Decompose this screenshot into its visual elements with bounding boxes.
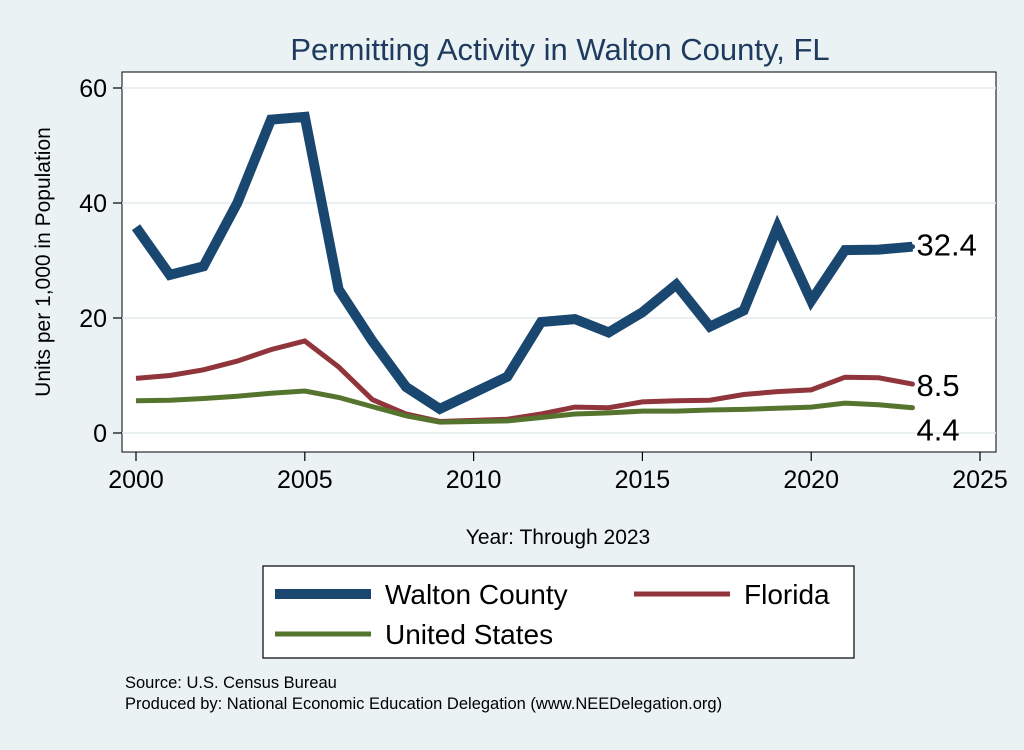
y-tick-label: 40 [79,190,107,218]
end-value-label: 8.5 [916,368,959,403]
y-axis-label: Units per 1,000 in Population [32,127,55,397]
x-tick-label: 2025 [952,466,1008,494]
end-marker [910,405,915,410]
y-tick-label: 60 [79,75,107,103]
y-tick-label: 20 [79,305,107,333]
legend-label: United States [385,619,553,650]
end-value-label: 32.4 [916,228,976,263]
x-axis-label: Year: Through 2023 [466,526,651,549]
y-tick-label: 0 [93,420,107,448]
legend-label: Walton County [385,579,568,610]
legend: Walton County Florida United States [263,566,854,658]
x-tick-label: 2020 [783,466,839,494]
producer-note: Produced by: National Economic Education… [125,695,722,713]
legend-label: Florida [744,579,830,610]
x-tick-label: 2015 [615,466,671,494]
end-marker [910,244,915,249]
source-note: Source: U.S. Census Bureau [125,674,337,692]
x-tick-label: 2000 [108,466,164,494]
chart-title: Permitting Activity in Walton County, FL [290,32,829,67]
end-value-label: 4.4 [916,413,959,448]
end-marker [910,382,915,387]
x-tick-label: 2010 [446,466,502,494]
x-tick-label: 2005 [277,466,333,494]
